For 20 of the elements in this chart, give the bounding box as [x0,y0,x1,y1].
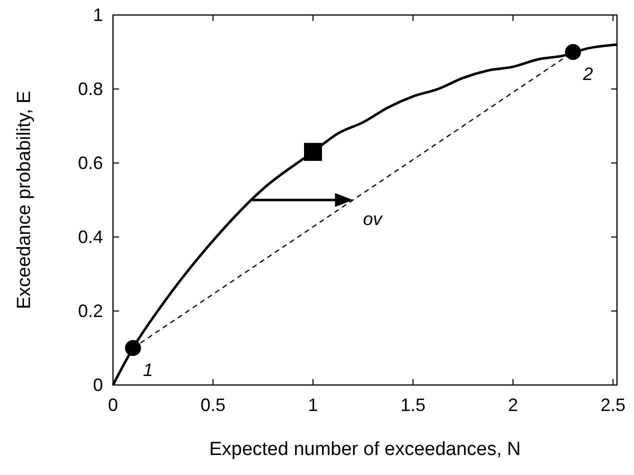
y-tick-label: 0.8 [78,79,103,99]
annotation: 2 [582,64,594,84]
x-tick-label: 2.5 [600,395,626,415]
y-tick-label: 0.6 [78,153,103,173]
x-tick-label: 2 [508,395,518,415]
x-tick-label: 0.5 [200,395,226,415]
y-tick-label: 0 [92,375,103,395]
y-tick-label: 1 [92,5,103,25]
y-tick-label: 0.4 [78,227,103,247]
annotation: 1 [143,360,154,380]
x-tick-label: 1 [308,395,318,415]
point [304,142,322,161]
y-tick-label: 0.2 [78,301,103,321]
x-tick-label: 1.5 [400,395,426,415]
y-axis-title: Exceedance probability, E [14,90,35,310]
point [125,340,141,356]
x-axis-title: Expected number of exceedances, N [209,439,521,460]
point [565,44,581,60]
x-tick-label: 0 [108,395,118,415]
annotation: ov [363,209,384,229]
